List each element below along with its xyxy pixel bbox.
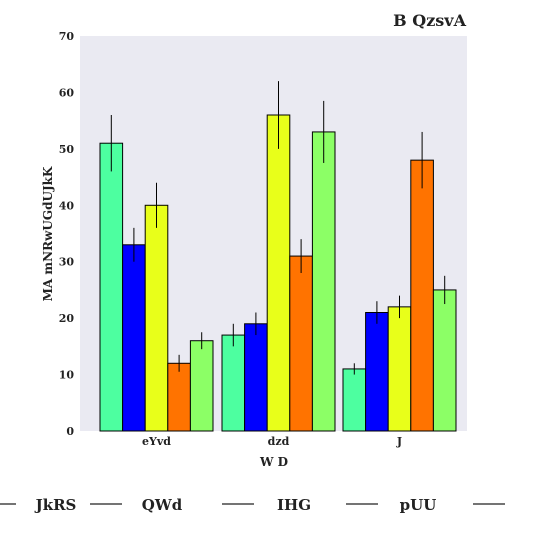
bar: [122, 244, 146, 432]
x-tick-label: dzd: [268, 435, 290, 448]
x-tick-label: eYvd: [142, 435, 171, 448]
x-tick-label: J: [396, 435, 402, 448]
x-axis-ticks: eYvd dzd J: [142, 435, 402, 448]
y-tick-label: 40: [59, 199, 75, 212]
legend: JkRS QWd IHG pUU: [0, 496, 505, 514]
y-tick-label: 50: [59, 143, 75, 156]
bar: [311, 131, 336, 432]
bars: [99, 114, 457, 432]
y-tick-label: 20: [59, 312, 75, 325]
y-tick-label: 0: [66, 425, 74, 438]
y-tick-label: 10: [59, 369, 75, 382]
bar: [432, 289, 457, 432]
legend-label: JkRS: [34, 496, 77, 514]
bar: [244, 323, 268, 432]
error-bars: [110, 81, 446, 375]
bar: [167, 362, 191, 432]
bar: [289, 255, 313, 432]
y-axis-label: MA mNRwUGdUJkK: [41, 166, 55, 301]
y-tick-label: 60: [59, 86, 75, 99]
legend-label: IHG: [277, 496, 311, 514]
x-axis-label: W D: [259, 455, 288, 469]
bar: [266, 114, 291, 432]
y-tick-label: 30: [59, 256, 75, 269]
bar: [144, 204, 169, 432]
bar: [387, 306, 412, 432]
bar: [342, 368, 367, 432]
y-tick-label: 70: [59, 30, 75, 43]
bar: [99, 142, 124, 432]
bar: [410, 159, 434, 432]
bar: [189, 340, 214, 432]
bar: [365, 312, 389, 432]
legend-label: QWd: [142, 496, 183, 514]
bar: [221, 334, 246, 432]
y-axis-ticks: 0 10 20 30 40 50 60 70: [59, 30, 75, 438]
chart-title: B QzsvA: [393, 11, 466, 30]
legend-label: pUU: [400, 496, 437, 514]
